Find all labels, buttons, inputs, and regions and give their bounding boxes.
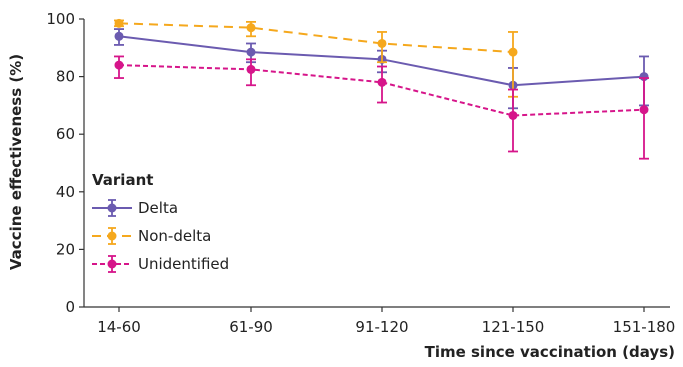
x-axis-title: Time since vaccination (days) [425,343,675,361]
data-point [508,47,518,57]
y-tick-label: 60 [56,125,75,143]
legend-item: Delta [92,199,178,217]
y-tick-label: 40 [56,183,75,201]
legend-marker [107,203,117,213]
data-point [246,64,256,74]
x-tick-label: 91-120 [355,318,408,336]
data-point [114,31,124,41]
legend-marker [107,231,117,241]
series-line [118,22,514,54]
data-point [639,105,649,115]
y-axis-title: Vaccine effectiveness (%) [7,54,25,270]
legend-label: Non-delta [138,227,211,245]
data-point [377,38,387,48]
legend-title: Variant [92,171,153,189]
x-tick-label: 61-90 [229,318,273,336]
legend-label: Unidentified [138,255,229,273]
legend-item: Unidentified [92,255,229,273]
x-tick-label: 151-180 [613,318,676,336]
y-tick-label: 80 [56,68,75,86]
data-point [246,23,256,33]
data-point [114,60,124,70]
legend-marker [107,259,117,269]
series-non-delta [114,18,518,98]
legend-item: Non-delta [92,227,211,245]
y-tick-label: 20 [56,240,75,258]
x-tick-label: 14-60 [97,318,141,336]
data-point [246,47,256,57]
y-tick-label: 100 [46,10,75,28]
series-line [118,64,645,117]
data-point [508,110,518,120]
legend-label: Delta [138,199,178,217]
series-unidentified [114,55,649,160]
data-point [377,77,387,87]
x-tick-label: 121-150 [482,318,545,336]
data-point [114,18,124,28]
y-tick-label: 0 [65,298,75,316]
